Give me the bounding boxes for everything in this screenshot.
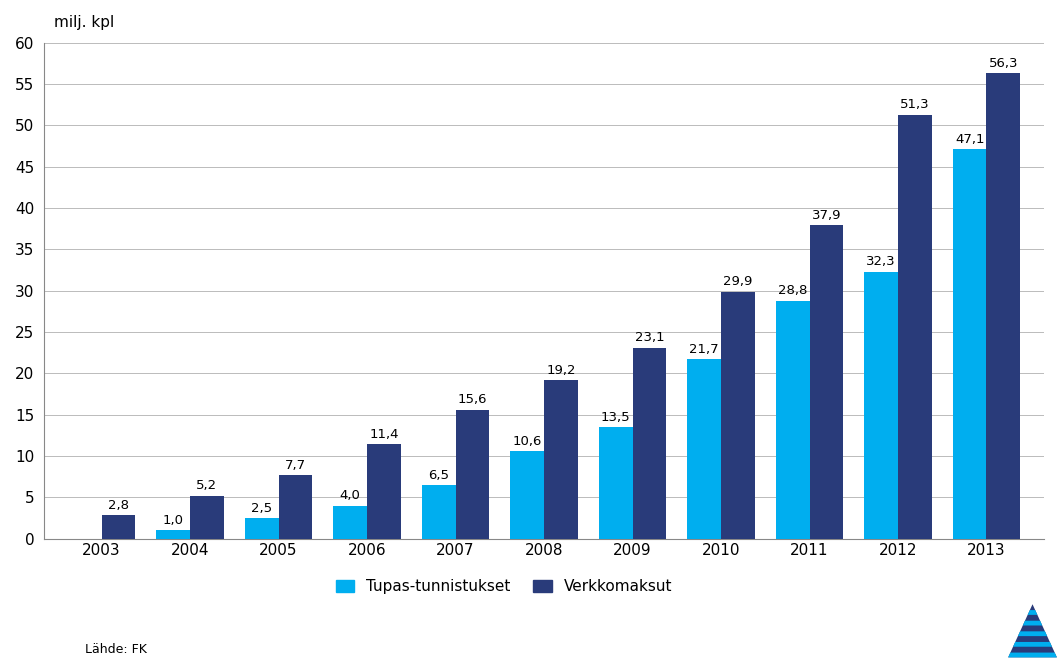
Text: milj. kpl: milj. kpl bbox=[54, 15, 114, 31]
Text: 56,3: 56,3 bbox=[988, 57, 1018, 70]
Text: 51,3: 51,3 bbox=[900, 98, 930, 112]
Bar bbox=[721, 291, 755, 539]
Bar bbox=[510, 451, 544, 539]
Text: 5,2: 5,2 bbox=[196, 479, 217, 492]
Text: 37,9: 37,9 bbox=[811, 209, 841, 222]
Text: 10,6: 10,6 bbox=[513, 435, 542, 448]
Bar bbox=[544, 380, 577, 539]
Bar bbox=[279, 475, 312, 539]
Bar bbox=[776, 301, 809, 539]
Bar bbox=[632, 348, 666, 539]
Bar bbox=[421, 485, 455, 539]
Text: 29,9: 29,9 bbox=[723, 275, 753, 288]
Text: 21,7: 21,7 bbox=[689, 343, 719, 356]
Legend: Tupas-tunnistukset, Verkkomaksut: Tupas-tunnistukset, Verkkomaksut bbox=[329, 573, 679, 600]
Text: 7,7: 7,7 bbox=[285, 459, 306, 471]
Text: 4,0: 4,0 bbox=[340, 489, 361, 502]
Bar bbox=[953, 149, 987, 539]
Text: 13,5: 13,5 bbox=[600, 411, 630, 424]
Bar bbox=[599, 427, 632, 539]
Text: 23,1: 23,1 bbox=[634, 331, 664, 345]
Bar bbox=[809, 225, 843, 539]
Text: 19,2: 19,2 bbox=[546, 364, 576, 376]
Text: 15,6: 15,6 bbox=[457, 393, 487, 406]
Text: 2,8: 2,8 bbox=[108, 499, 129, 512]
Text: 47,1: 47,1 bbox=[955, 133, 985, 146]
Text: 11,4: 11,4 bbox=[370, 428, 398, 441]
Bar bbox=[367, 444, 400, 539]
Text: 2,5: 2,5 bbox=[251, 501, 272, 515]
Bar bbox=[102, 515, 136, 539]
Text: Lähde: FK: Lähde: FK bbox=[85, 643, 146, 656]
Bar bbox=[455, 410, 489, 539]
Text: 6,5: 6,5 bbox=[428, 469, 449, 481]
Text: 28,8: 28,8 bbox=[778, 284, 807, 297]
Bar bbox=[334, 505, 367, 539]
Bar bbox=[987, 73, 1020, 539]
Bar bbox=[864, 272, 898, 539]
Text: 1,0: 1,0 bbox=[163, 514, 184, 527]
Bar bbox=[191, 495, 223, 539]
Bar bbox=[245, 518, 279, 539]
Text: 32,3: 32,3 bbox=[866, 256, 896, 268]
Bar bbox=[898, 115, 932, 539]
Bar bbox=[157, 531, 191, 539]
Bar bbox=[687, 359, 721, 539]
